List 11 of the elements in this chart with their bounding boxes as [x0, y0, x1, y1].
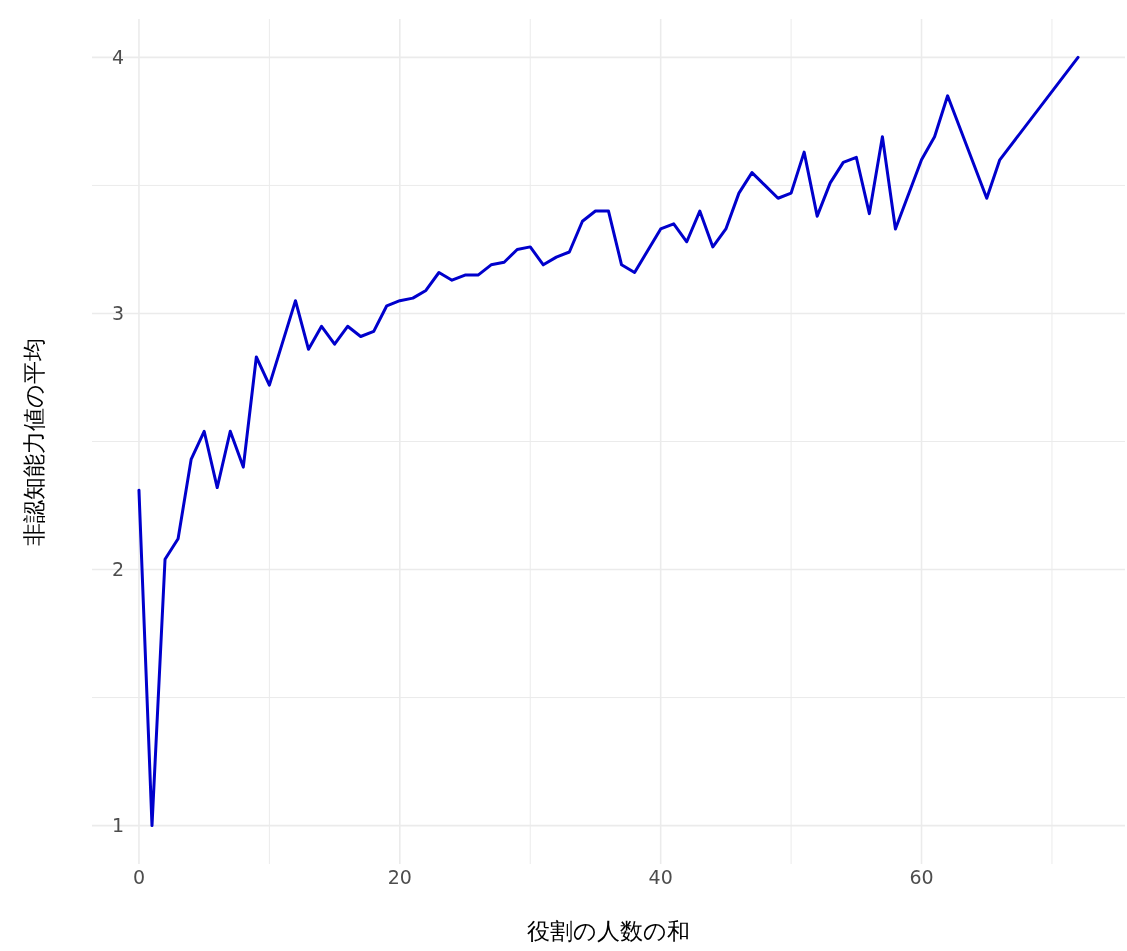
x-tick-label: 60 — [909, 866, 934, 888]
x-tick-label: 20 — [387, 866, 412, 888]
y-axis-title: 非認知能力値の平均 — [21, 337, 47, 546]
y-tick-label: 4 — [111, 46, 124, 69]
y-tick-label: 3 — [111, 302, 124, 325]
x-tick-label: 40 — [648, 866, 673, 888]
y-tick-label: 2 — [111, 558, 124, 581]
x-axis-title: 役割の人数の和 — [527, 918, 690, 944]
y-tick-label: 1 — [111, 814, 124, 837]
line-series — [137, 55, 1080, 828]
x-tick-label: 0 — [132, 866, 145, 888]
